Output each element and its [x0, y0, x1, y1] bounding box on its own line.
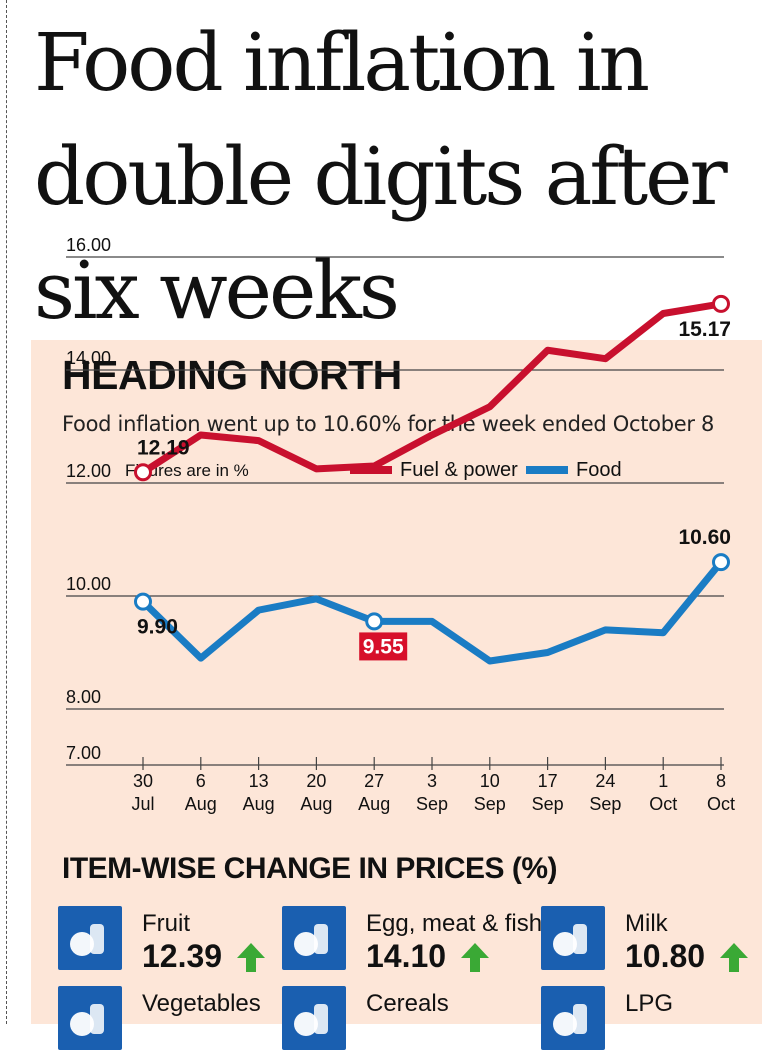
x-tick-label: 27 [364, 771, 384, 791]
data-label: 9.90 [137, 616, 178, 639]
item-name: Cereals [366, 990, 449, 1017]
headline: Food inflation in double digits after si… [34, 16, 728, 337]
fruit-icon [58, 906, 122, 970]
lpg-icon [541, 986, 605, 1050]
egg-meat-fish-icon [282, 906, 346, 970]
item-name: LPG [625, 990, 674, 1017]
item-value: 14.10 [366, 938, 447, 974]
x-tick-label: 6 [196, 771, 206, 791]
item-fruit: Fruit 12.39 [58, 906, 278, 976]
x-tick-label: Sep [532, 794, 564, 814]
data-label: 10.60 [678, 526, 731, 549]
x-tick-label: 3 [427, 771, 437, 791]
milk-icon [541, 906, 605, 970]
x-tick-label: Sep [589, 794, 621, 814]
series-line [139, 300, 725, 476]
x-tick-label: Aug [243, 794, 275, 814]
legend-swatch [350, 466, 392, 474]
y-tick-label: 10.00 [66, 574, 111, 594]
x-tick-label: 17 [538, 771, 558, 791]
item-name: Vegetables [142, 990, 261, 1017]
item-name: Egg, meat & fish [366, 910, 543, 937]
item-cereals: Cereals [282, 986, 502, 1056]
x-tick-label: 20 [306, 771, 326, 791]
x-tick-label: 8 [716, 771, 726, 791]
x-tick-label: Oct [707, 794, 735, 814]
x-tick-label: 13 [249, 771, 269, 791]
chart-title: HEADING NORTH [62, 352, 402, 398]
x-tick-label: 30 [133, 771, 153, 791]
x-tick-label: Aug [185, 794, 217, 814]
item-egg-meat-fish: Egg, meat & fish 14.10 [282, 906, 542, 976]
up-arrow-icon [461, 943, 489, 972]
x-tick-label: Sep [474, 794, 506, 814]
y-tick-label: 12.00 [66, 461, 111, 481]
legend-swatch [526, 466, 568, 474]
data-point-marker [712, 294, 730, 313]
y-tick-label: 14.00 [66, 348, 111, 368]
legend-label: Fuel & power [400, 459, 518, 481]
x-tick-label: 10 [480, 771, 500, 791]
up-arrow-icon [237, 943, 265, 972]
x-tick-label: Jul [131, 794, 154, 814]
legend-label: Food [576, 459, 622, 481]
x-tick-label: Aug [358, 794, 390, 814]
cereals-icon [282, 986, 346, 1050]
y-tick-label: 7.00 [66, 743, 101, 763]
item-lpg: LPG [541, 986, 761, 1056]
page-fold-line [6, 0, 7, 1024]
item-name: Fruit [142, 910, 190, 937]
data-point-marker [712, 553, 730, 572]
data-label: 15.17 [678, 318, 731, 341]
item-milk: Milk 10.80 [541, 906, 761, 976]
x-tick-label: 1 [658, 771, 668, 791]
y-tick-label: 16.00 [66, 235, 111, 255]
data-label: 9.55 [363, 635, 404, 658]
x-tick-label: 24 [595, 771, 615, 791]
items-section-title: ITEM-WISE CHANGE IN PRICES (%) [62, 852, 558, 885]
vegetables-icon [58, 986, 122, 1050]
data-point-marker [134, 463, 152, 482]
data-label: 12.19 [137, 436, 190, 459]
x-tick-label: Aug [300, 794, 332, 814]
up-arrow-icon [720, 943, 748, 972]
item-vegetables: Vegetables [58, 986, 278, 1056]
y-tick-label: 8.00 [66, 687, 101, 707]
chart-subtitle: Food inflation went up to 10.60% for the… [62, 412, 715, 436]
data-point-marker [134, 592, 152, 611]
item-name: Milk [625, 910, 668, 937]
item-value: 12.39 [142, 938, 223, 974]
series-line [139, 558, 725, 665]
data-point-marker [365, 612, 384, 631]
item-value: 10.80 [625, 938, 706, 974]
x-tick-label: Oct [649, 794, 677, 814]
x-tick-label: Sep [416, 794, 448, 814]
data-label-box [359, 632, 408, 661]
